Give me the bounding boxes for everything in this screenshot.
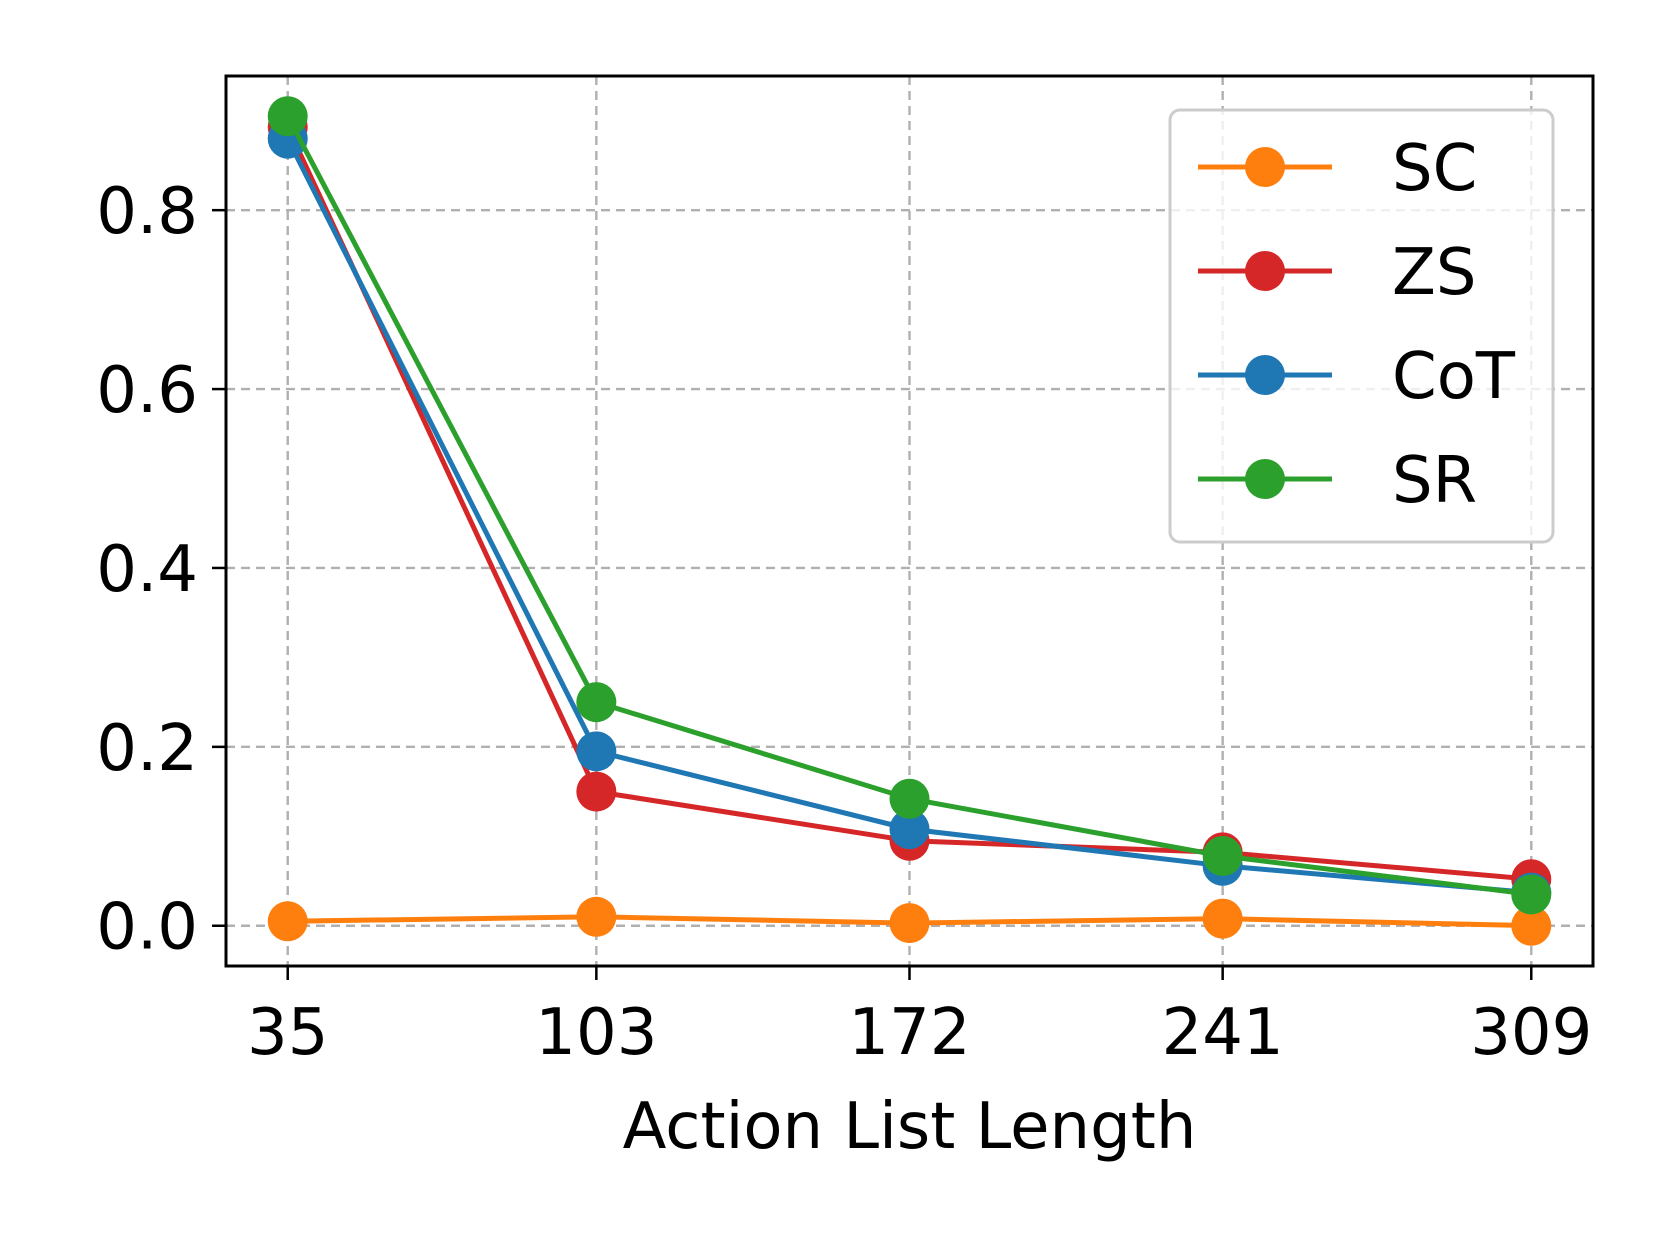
- data-point: [889, 903, 930, 944]
- data-point: [1202, 835, 1243, 876]
- legend-label: SR: [1392, 444, 1477, 518]
- x-tick-label: 241: [1162, 996, 1284, 1070]
- legend-label: ZS: [1392, 236, 1476, 310]
- data-point: [267, 96, 308, 137]
- plot-area-frame: [224, 74, 1595, 968]
- legend-marker: [1245, 355, 1285, 395]
- x-tick-label: 309: [1470, 996, 1592, 1070]
- legend-label: CoT: [1392, 340, 1516, 414]
- data-point: [576, 682, 617, 723]
- series-sc: [267, 896, 1552, 946]
- y-tick-label: 0.4: [96, 533, 198, 607]
- x-tick-label: 103: [535, 996, 657, 1070]
- legend-item-sr: SR: [1198, 444, 1477, 518]
- y-tick-label: 0.0: [96, 891, 198, 965]
- legend-marker: [1245, 459, 1285, 499]
- x-axis-title: Action List Length: [623, 1090, 1197, 1164]
- legend-marker: [1245, 147, 1285, 187]
- legend-item-cot: CoT: [1198, 340, 1516, 414]
- series-sr: [267, 96, 1552, 915]
- data-point: [889, 778, 930, 819]
- legend: SC ZS CoT SR: [1168, 108, 1555, 544]
- data-point: [1511, 874, 1552, 915]
- data-point: [576, 731, 617, 772]
- x-tick-label: 172: [848, 996, 970, 1070]
- data-point: [889, 809, 930, 850]
- data-point: [1511, 905, 1552, 946]
- legend-box: [1168, 108, 1555, 544]
- axis-ticks: 35 103 172 241 309 0.0 0.2 0.4 0.6 0.8: [96, 175, 1592, 1070]
- legend-item-zs: ZS: [1198, 236, 1476, 310]
- y-tick-label: 0.2: [96, 712, 198, 786]
- y-tick-label: 0.8: [96, 175, 198, 249]
- data-point: [576, 896, 617, 937]
- legend-item-sc: SC: [1198, 132, 1477, 206]
- data-point: [576, 771, 617, 812]
- data-series: [267, 96, 1552, 946]
- y-tick-label: 0.6: [96, 354, 198, 428]
- legend-label: SC: [1392, 132, 1477, 206]
- data-point: [1202, 898, 1243, 939]
- data-point: [267, 901, 308, 942]
- legend-marker: [1245, 251, 1285, 291]
- x-tick-label: 35: [247, 996, 328, 1070]
